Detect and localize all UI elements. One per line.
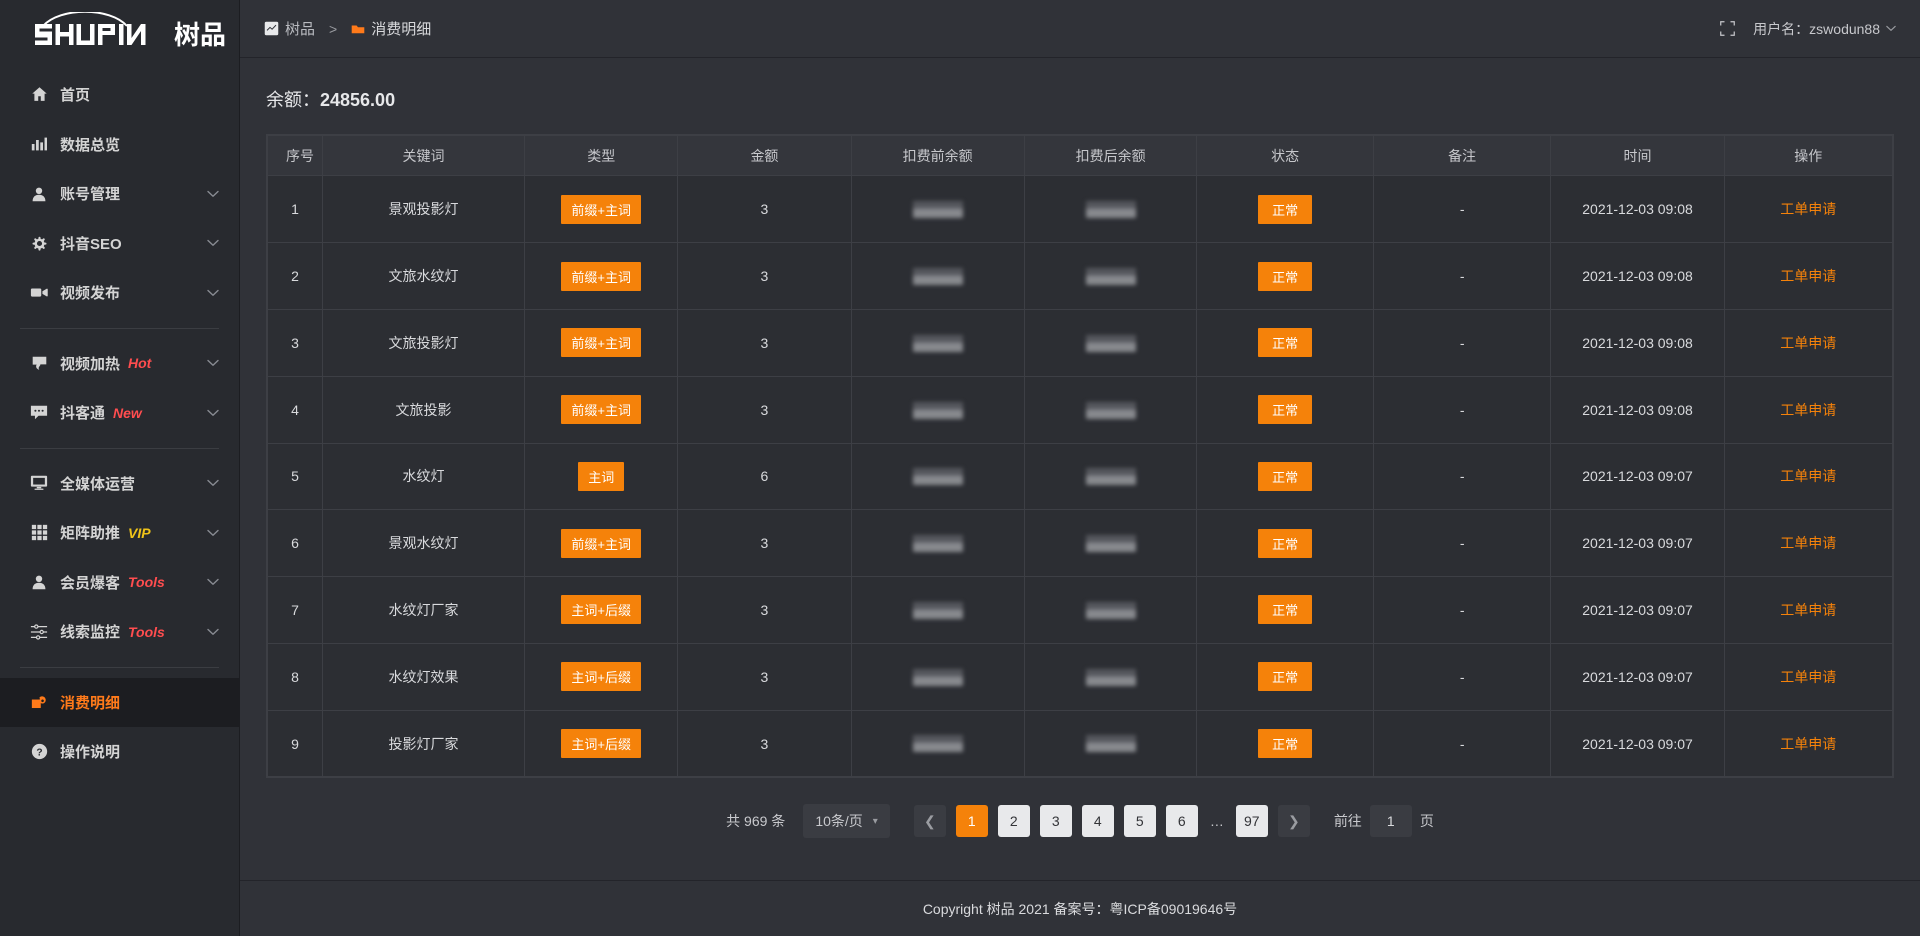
svg-text:?: ? [36, 748, 42, 759]
